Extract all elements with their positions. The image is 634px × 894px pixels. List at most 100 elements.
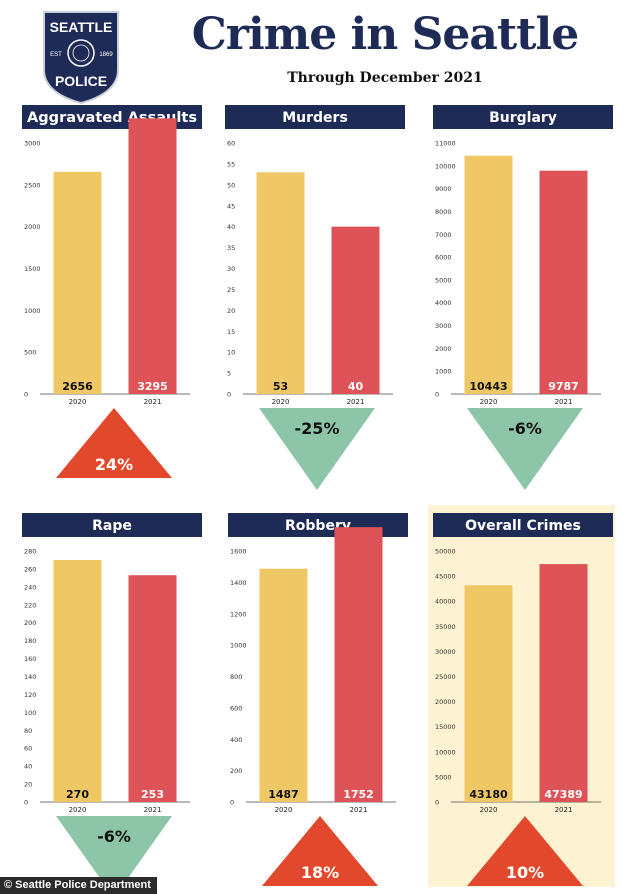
y-tick-label: 120: [24, 691, 36, 699]
logo-bottom-text: POLICE: [55, 73, 107, 89]
y-tick-label: 35: [227, 244, 235, 252]
y-tick-label: 20000: [435, 698, 456, 706]
y-tick-label: 800: [230, 673, 242, 681]
y-tick-label: 60: [227, 140, 235, 148]
y-tick-label: 0: [435, 391, 439, 399]
change-percent-label: -6%: [97, 827, 131, 846]
y-tick-label: 25000: [435, 673, 456, 681]
decrease-triangle-icon: [56, 816, 172, 894]
x-tick-label: 2021: [555, 398, 573, 406]
y-tick-label: 5000: [435, 276, 452, 284]
chart-rape: Rape 0 20 40 60 80 100 120 140 160 180 200 220 240 260…: [22, 513, 202, 894]
y-tick-label: 2500: [24, 181, 41, 189]
y-tick-label: 45: [227, 202, 235, 210]
y-tick-label: 100: [24, 709, 36, 717]
y-tick-label: 40: [24, 763, 32, 771]
y-tick-label: 20: [24, 781, 32, 789]
increase-triangle-icon: [262, 816, 378, 886]
seal-icon: [67, 39, 95, 67]
x-tick-label: 2020: [480, 398, 498, 406]
y-tick-label: 55: [227, 160, 235, 168]
x-tick-label: 2020: [69, 806, 87, 814]
y-tick-label: 1500: [24, 265, 41, 273]
y-tick-label: 1000: [230, 642, 247, 650]
logo-est-text: EST: [50, 52, 62, 58]
y-tick-label: 500: [24, 349, 36, 357]
chart-title-banner: [22, 513, 202, 537]
y-tick-label: 15000: [435, 723, 456, 731]
bar-value-label: 270: [66, 788, 89, 801]
logo-year-text: 1869: [99, 52, 113, 58]
y-tick-label: 0: [24, 391, 28, 399]
bar-2021: [331, 226, 380, 394]
y-tick-label: 260: [24, 565, 36, 573]
y-tick-label: 30000: [435, 648, 456, 656]
x-tick-label: 2021: [144, 398, 162, 406]
y-tick-label: 160: [24, 655, 36, 663]
y-tick-label: 1000: [435, 368, 452, 376]
y-tick-label: 3000: [435, 322, 452, 330]
chart-title: Burglary: [489, 110, 557, 126]
x-tick-label: 2021: [350, 806, 368, 814]
chart-overall-crimes: Overall Crimes 0 5000 10000 15000 20000 25000 3…: [433, 513, 613, 886]
y-tick-label: 240: [24, 583, 36, 591]
bar-2021: [539, 170, 588, 394]
y-tick-label: 1200: [230, 610, 247, 618]
y-tick-label: 2000: [24, 223, 41, 231]
y-tick-label: 4000: [435, 299, 452, 307]
y-tick-label: 280: [24, 548, 36, 556]
increase-triangle-icon: [56, 408, 172, 478]
x-tick-label: 2020: [480, 806, 498, 814]
chart-title: Murders: [282, 110, 348, 126]
bar-2020: [259, 568, 308, 802]
bar-2020: [53, 171, 102, 394]
chart-title: Overall Crimes: [465, 518, 581, 534]
y-tick-label: 9000: [435, 185, 452, 193]
y-tick-label: 40000: [435, 598, 456, 606]
source-credit: © Seattle Police Department: [0, 877, 157, 894]
decrease-triangle-icon: [259, 408, 375, 490]
bar-2020: [464, 155, 513, 394]
y-tick-label: 0: [230, 799, 234, 807]
y-tick-label: 400: [230, 736, 242, 744]
y-tick-label: 35000: [435, 623, 456, 631]
chart-title: Rape: [92, 518, 132, 534]
y-tick-label: 0: [227, 391, 231, 399]
y-tick-label: 1000: [24, 307, 41, 315]
y-tick-label: 200: [230, 767, 242, 775]
bar-2021: [539, 564, 588, 802]
chart-burglary: Burglary 0 1000 2000 3000 4000 5000 6000 7000 800…: [433, 105, 613, 490]
bar-value-label: 43180: [469, 788, 508, 801]
bar-value-label: 1487: [268, 788, 299, 801]
page-subtitle: Through December 2021: [287, 70, 483, 86]
bar-2020: [256, 172, 305, 394]
y-tick-label: 1600: [230, 548, 247, 556]
badge-shape-icon: [43, 11, 119, 104]
chart-title-banner: [433, 513, 613, 537]
seattle-police-logo: SEATTLE EST 1869 POLICE: [43, 11, 119, 104]
bar-value-label: 3295: [137, 380, 168, 393]
y-tick-label: 20: [227, 307, 235, 315]
y-tick-label: 10000: [435, 748, 456, 756]
y-tick-label: 15: [227, 328, 235, 336]
y-tick-label: 0: [435, 799, 439, 807]
bar-value-label: 253: [141, 788, 164, 801]
change-percent-label: 18%: [301, 863, 339, 882]
decrease-triangle-icon: [467, 408, 583, 490]
bar-value-label: 10443: [469, 380, 507, 393]
x-tick-label: 2020: [275, 806, 293, 814]
x-tick-label: 2021: [144, 806, 162, 814]
y-tick-label: 11000: [435, 140, 456, 148]
y-tick-label: 8000: [435, 208, 452, 216]
y-tick-label: 220: [24, 601, 36, 609]
y-tick-label: 50000: [435, 548, 456, 556]
bar-2020: [53, 559, 102, 802]
y-tick-label: 10000: [435, 162, 456, 170]
page-title: Crime in Seattle: [191, 9, 579, 60]
y-tick-label: 600: [230, 704, 242, 712]
y-tick-label: 7000: [435, 231, 452, 239]
y-tick-label: 140: [24, 673, 36, 681]
y-tick-label: 10: [227, 349, 235, 357]
change-percent-label: 24%: [95, 455, 133, 474]
bar-value-label: 9787: [548, 380, 579, 393]
